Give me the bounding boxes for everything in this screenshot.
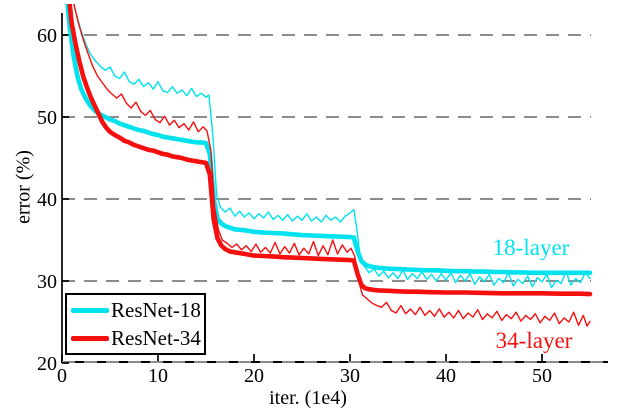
x-tick-label: 40 (436, 365, 456, 387)
annotation-34-layer: 34-layer (495, 328, 573, 353)
x-axis-label: iter. (1e4) (269, 387, 347, 408)
x-tick-label: 10 (148, 365, 168, 387)
y-axis-label: error (%) (12, 150, 35, 224)
y-tick-label: 60 (37, 25, 57, 47)
x-tick-label: 30 (340, 365, 360, 387)
series-resnet-18-train-thin- (73, 4, 591, 289)
legend-line-sample-cyan (71, 307, 109, 313)
legend-item-resnet34: ResNet-34 (71, 325, 201, 351)
x-tick-label: 20 (244, 365, 264, 387)
legend-item-resnet18: ResNet-18 (71, 297, 201, 323)
series-resnet-18-val-thick- (65, 4, 593, 276)
axes (61, 13, 608, 363)
legend-line-sample-red (71, 335, 109, 341)
legend-label-resnet18: ResNet-18 (111, 297, 201, 322)
gridlines (62, 34, 591, 282)
x-tick-label: 50 (532, 365, 552, 387)
series-resnet-34-val-thick- (67, 4, 593, 297)
x-tick-label: 0 (57, 365, 67, 387)
legend-label-resnet34: ResNet-34 (111, 325, 201, 350)
tick-marks: 20 30 40 50 60 0 10 20 30 40 50 (37, 25, 552, 387)
annotation-18-layer: 18-layer (492, 235, 570, 260)
series-resnet-34-train-thin- (73, 4, 591, 327)
y-tick-label: 40 (37, 189, 57, 211)
y-tick-label: 20 (37, 353, 57, 375)
y-tick-label: 30 (37, 271, 57, 293)
data-series (65, 4, 593, 327)
y-tick-label: 50 (37, 107, 57, 129)
legend-box: ResNet-18 ResNet-34 (65, 293, 206, 355)
